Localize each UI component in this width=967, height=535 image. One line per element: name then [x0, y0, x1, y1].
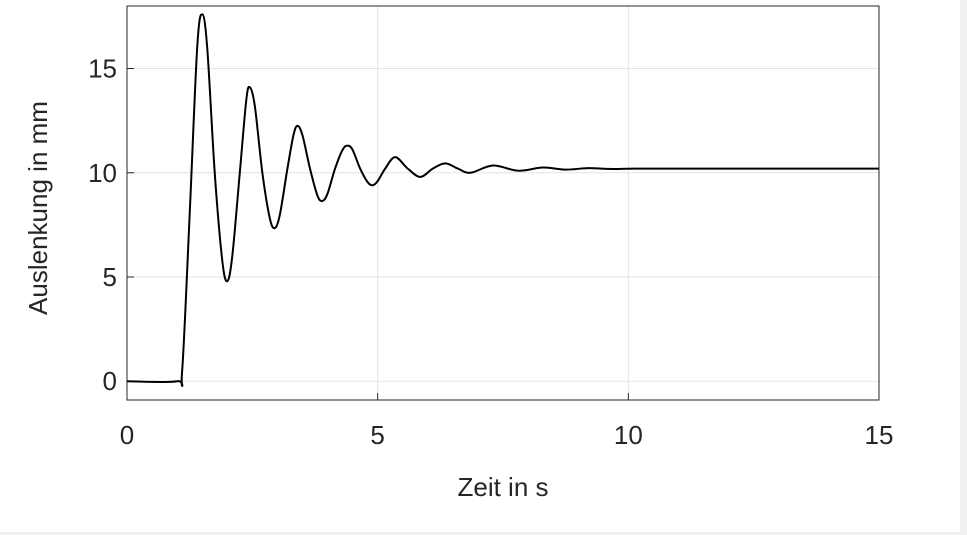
y-tick-label: 10 — [88, 158, 117, 188]
x-axis-label: Zeit in s — [457, 472, 548, 502]
x-tick-label: 15 — [865, 420, 894, 450]
x-tick-label: 10 — [614, 420, 643, 450]
line-series — [126, 13, 880, 387]
y-tick-label: 5 — [103, 262, 117, 292]
y-axis-label: Auslenkung in mm — [23, 101, 53, 315]
plot-frame — [126, 5, 880, 401]
y-tick-label: 0 — [103, 366, 117, 396]
y-tick-label: 15 — [88, 54, 117, 84]
x-tick-label: 5 — [370, 420, 384, 450]
x-tick-label: 0 — [120, 420, 134, 450]
